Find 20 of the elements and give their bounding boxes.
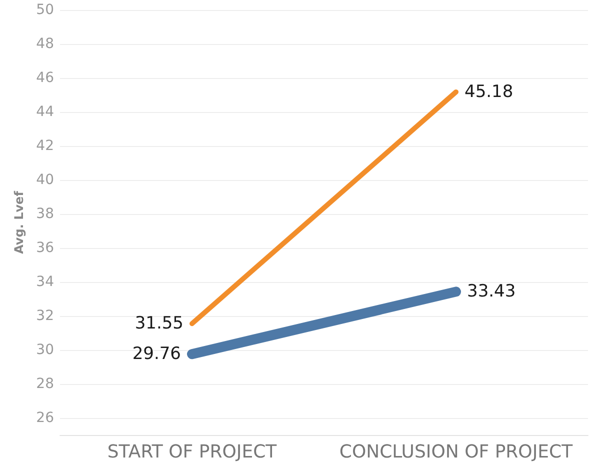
x-tick-label: START OF PROJECT [107, 442, 278, 462]
y-tick-label: 46 [36, 70, 54, 86]
data-label: 45.18 [464, 82, 514, 102]
y-tick-label: 44 [36, 104, 54, 120]
y-tick-label: 48 [36, 36, 54, 52]
y-tick-label: 32 [36, 308, 54, 324]
data-label: 29.76 [132, 344, 181, 364]
y-axis-title: Avg. Lvef [12, 190, 26, 254]
x-tick-label: CONCLUSION OF PROJECT [339, 442, 574, 462]
y-tick-label: 40 [36, 172, 54, 188]
y-tick-label: 30 [36, 342, 54, 358]
y-tick-label: 34 [36, 274, 54, 290]
y-tick-label: 38 [36, 206, 54, 222]
y-tick-label: 42 [36, 138, 54, 154]
y-tick-label: 36 [36, 240, 54, 256]
y-tick-label: 50 [36, 2, 54, 18]
y-tick-label: 28 [36, 376, 54, 392]
y-tick-label: 26 [36, 410, 54, 426]
data-label: 31.55 [134, 314, 184, 334]
data-label: 33.43 [467, 282, 516, 302]
